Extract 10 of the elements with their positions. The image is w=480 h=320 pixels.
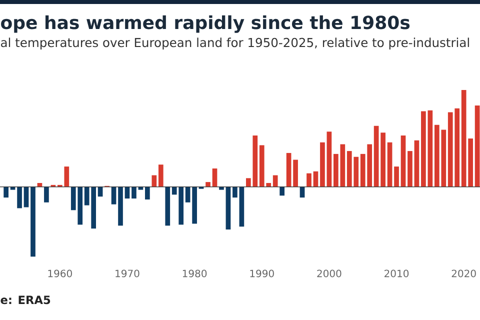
x-tick-label: 2000: [317, 270, 342, 278]
x-tick-label: 1960: [48, 270, 72, 278]
x-tick-label: 1970: [116, 270, 140, 278]
x-tick-label: 1990: [250, 270, 274, 278]
chart-subtitle: al temperatures over European land for 1950-2025, relative to pre-industrial: [1, 38, 469, 50]
x-tick-label: 2010: [384, 270, 409, 278]
text: e: ERA5: [0, 296, 50, 304]
x-tick-label: 2020: [452, 270, 476, 278]
chart-title: ope has warmed rapidly since the 1980s: [1, 15, 410, 33]
x-tick-label: 1980: [182, 270, 207, 278]
